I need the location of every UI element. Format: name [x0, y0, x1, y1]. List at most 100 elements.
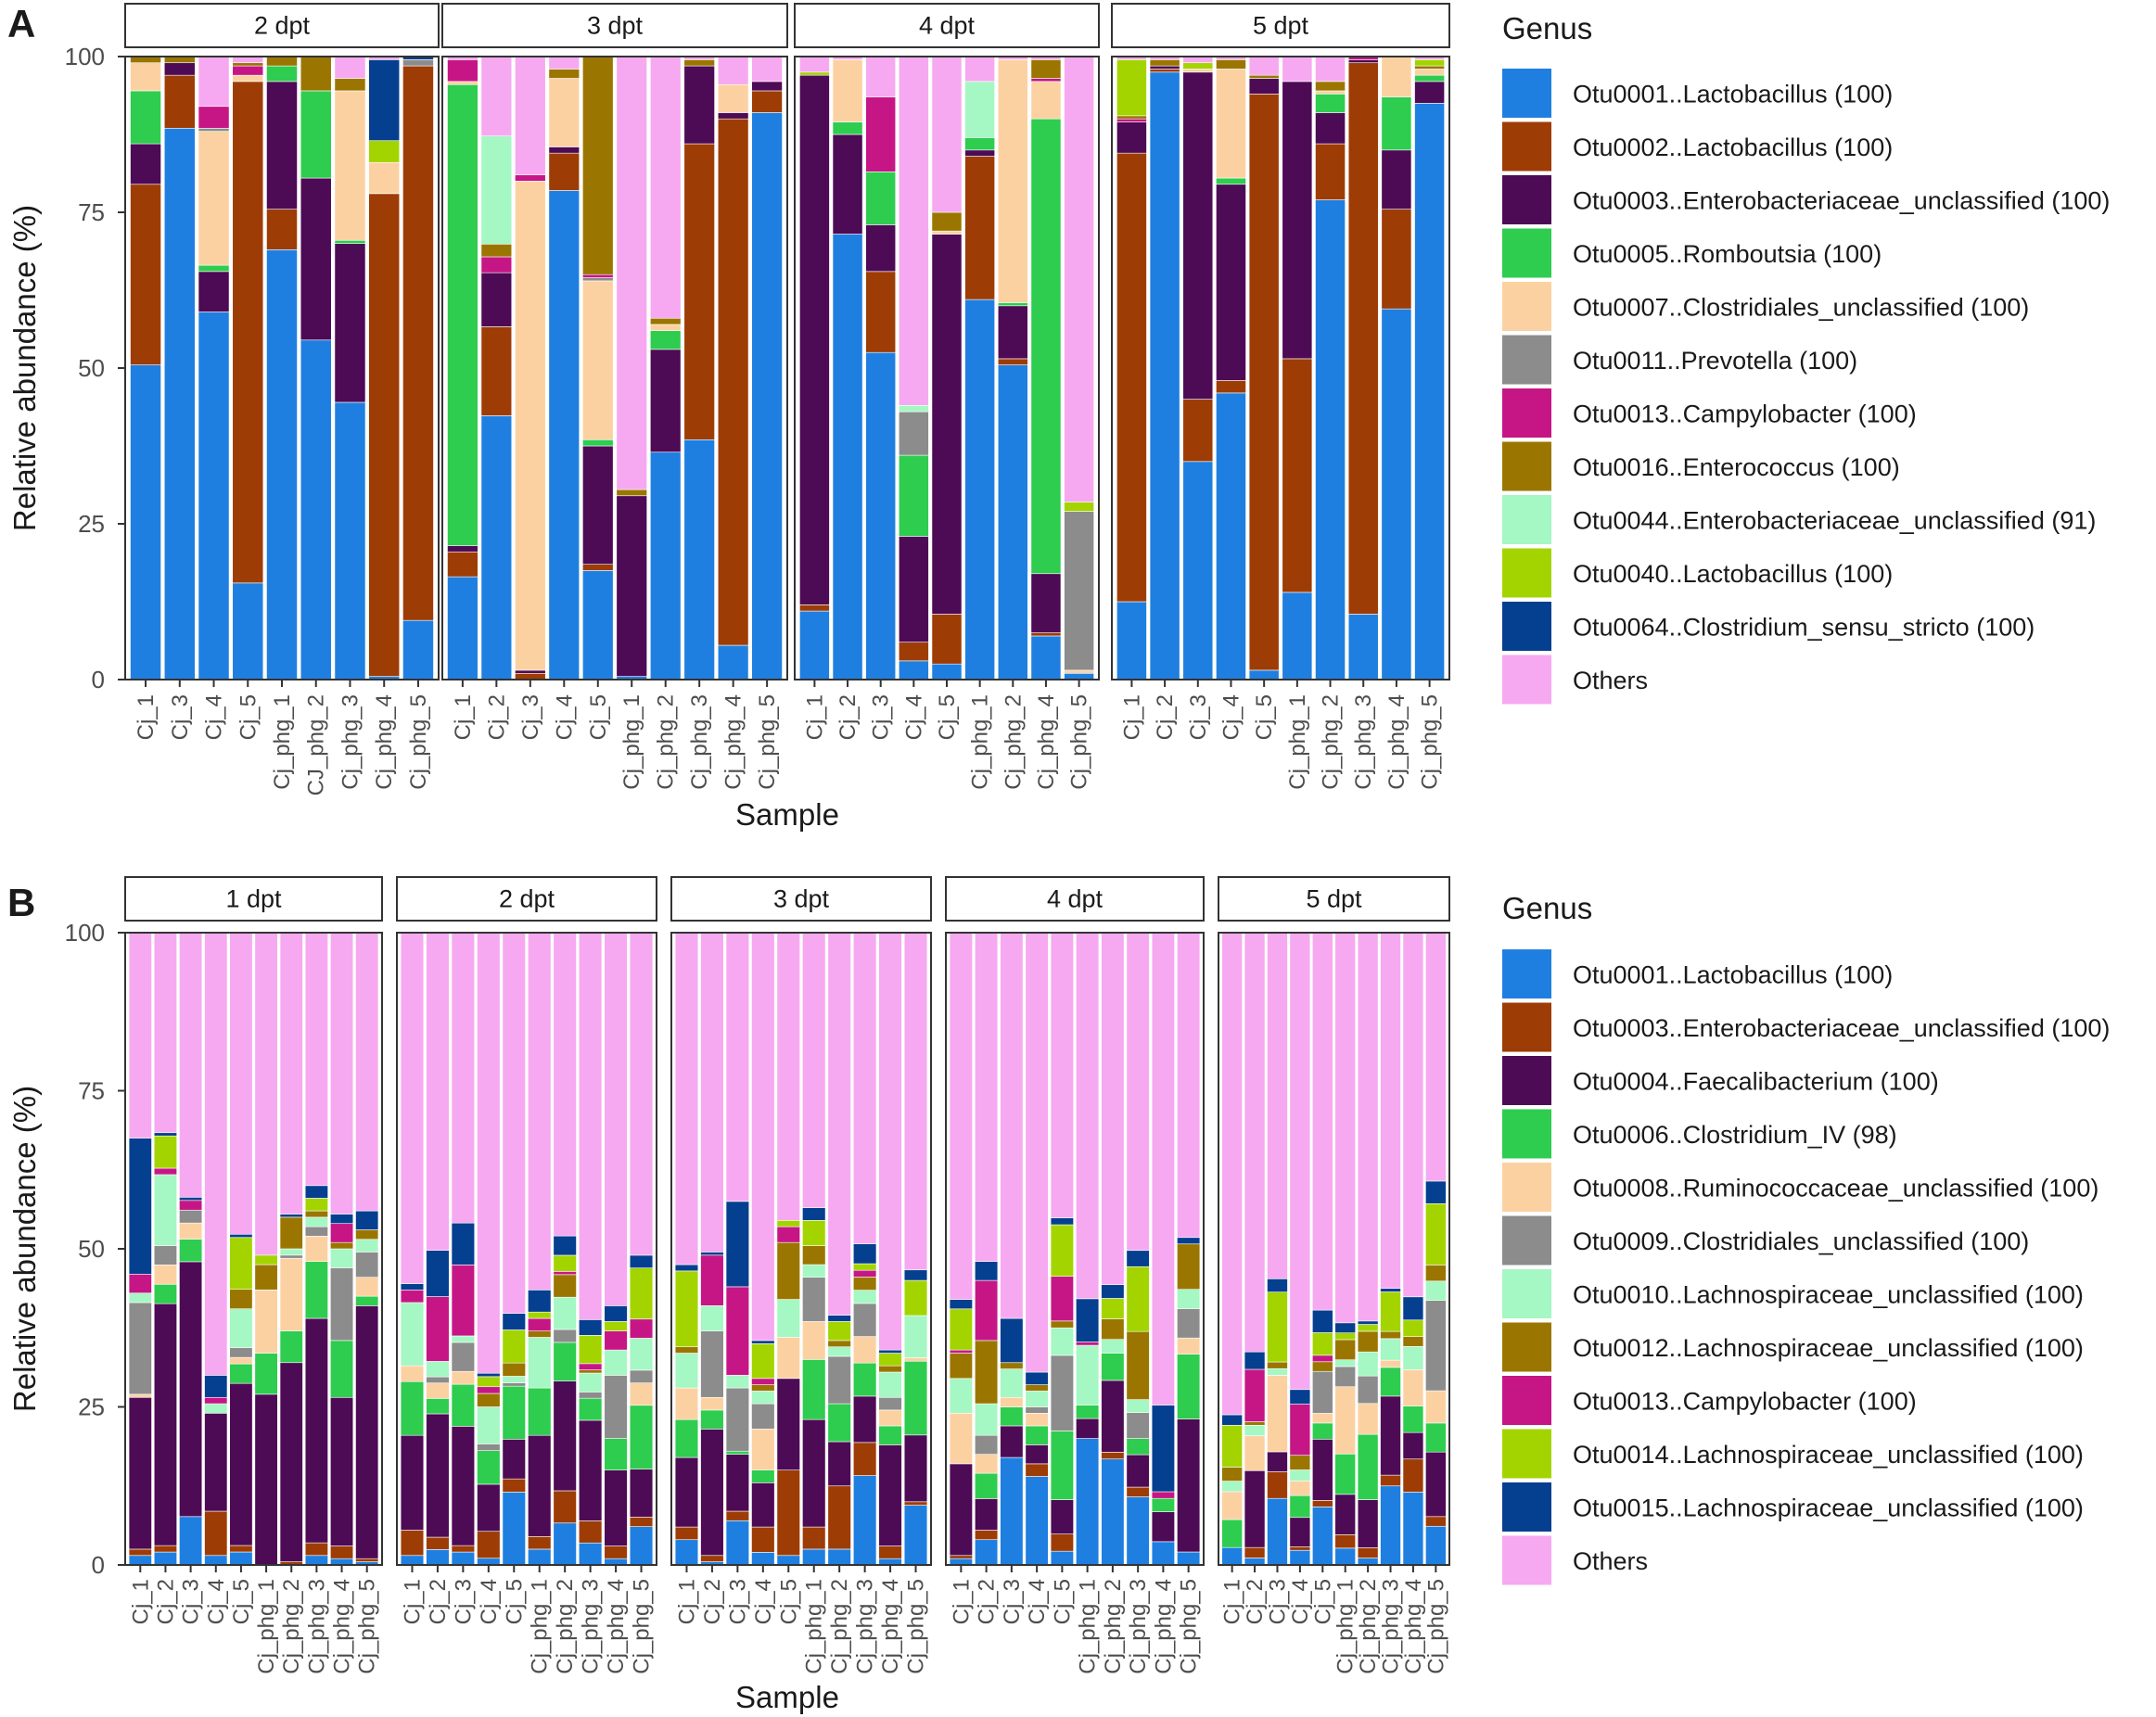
bar-segment — [1357, 1433, 1379, 1500]
bar-segment — [827, 1346, 851, 1357]
bar-segment — [1151, 1497, 1175, 1512]
bar-segment — [1116, 118, 1147, 122]
stacked-bar-Cj_1 — [400, 932, 425, 1566]
bar-segment — [827, 1441, 851, 1487]
stacked-bar-Cj_2 — [480, 56, 513, 680]
bar-segment — [1000, 1456, 1024, 1566]
bar-segment — [163, 127, 196, 680]
bar-segment — [515, 669, 546, 674]
bar-segment — [1101, 1458, 1125, 1566]
bar-segment — [751, 81, 783, 92]
bar-segment — [548, 152, 580, 191]
bar-segment — [1289, 1545, 1311, 1551]
bar-segment — [553, 1296, 577, 1330]
x-tick-label: Cj_1 — [949, 1579, 974, 1624]
legend-swatch — [1502, 1056, 1551, 1105]
bar-segment — [229, 1347, 253, 1358]
legend-item: Otu0011..Prevotella (100) — [1502, 335, 1857, 385]
bar-segment — [1126, 1496, 1150, 1566]
x-tick-label: Cj_phg_3 — [1351, 694, 1376, 790]
bar-segment — [1315, 56, 1346, 83]
stacked-bar-Cj_phg_5 — [751, 56, 783, 680]
bar-segment — [616, 489, 647, 497]
bar-segment — [179, 1200, 203, 1211]
bar-segment — [1244, 1546, 1266, 1558]
bar-segment — [179, 1222, 203, 1240]
bar-segment — [865, 351, 897, 680]
y-tick-label: 25 — [78, 1393, 105, 1421]
x-tick-label: Cj_3 — [869, 694, 894, 740]
bar-segment — [975, 1472, 999, 1499]
legend-swatch — [1502, 388, 1551, 438]
x-tick-label: Cj_1 — [802, 694, 827, 740]
bar-segment — [582, 277, 614, 282]
bar-segment — [300, 90, 332, 179]
bar-segment — [279, 1330, 303, 1364]
bar-segment — [751, 1482, 775, 1528]
bar-segment — [1244, 1435, 1266, 1471]
bar-segment — [447, 81, 478, 85]
bar-segment — [649, 330, 682, 350]
bar-segment — [1289, 1469, 1311, 1482]
stacked-bar-Cj_phg_3 — [683, 56, 715, 680]
bar-segment — [426, 1536, 450, 1550]
legend-title: Genus — [1502, 891, 1592, 925]
legend-swatch — [1502, 228, 1551, 278]
bar-segment — [153, 1545, 177, 1553]
bar-segment — [204, 1413, 228, 1512]
legend-swatch — [1502, 441, 1551, 491]
bar-segment — [1244, 1424, 1266, 1436]
stacked-bar-Cj_1 — [1116, 56, 1147, 680]
facet-border — [124, 932, 383, 1566]
bar-segment — [300, 339, 332, 680]
bar-segment — [330, 1214, 354, 1225]
x-tick-label: Cj_3 — [518, 694, 543, 740]
x-tick-label: Cj_phg_5 — [1067, 694, 1092, 790]
bar-segment — [1402, 1405, 1424, 1433]
bar-segment — [827, 932, 851, 1316]
bar-segment — [229, 1289, 253, 1310]
bar-segment — [1289, 1455, 1311, 1470]
bar-segment — [553, 1235, 577, 1256]
stacked-bar-CJ_phg_2 — [300, 56, 332, 680]
bar-segment — [1221, 1424, 1243, 1468]
bar-segment — [700, 1252, 724, 1256]
bar-segment — [254, 1353, 278, 1395]
x-tick-label: Cj_4 — [1218, 694, 1244, 740]
bar-segment — [1289, 1389, 1311, 1405]
bar-segment — [426, 1413, 450, 1538]
bar-segment — [400, 932, 425, 1284]
bar-segment — [865, 172, 897, 225]
legend-item: Otu0008..Ruminococcaceae_unclassified (1… — [1502, 1163, 2099, 1212]
bar-segment — [852, 1263, 877, 1271]
bar-segment — [649, 56, 682, 319]
bar-segment — [204, 932, 228, 1376]
bar-segment — [827, 1355, 851, 1405]
stacked-bar-Cj_phg_3 — [578, 932, 603, 1566]
bar-segment — [717, 83, 749, 113]
bar-segment — [279, 932, 303, 1215]
legend-swatch — [1502, 602, 1551, 651]
bar-segment — [1402, 932, 1424, 1298]
bar-segment — [198, 271, 230, 312]
legend-item: Otu0015..Lachnospiraceae_unclassified (1… — [1502, 1482, 2084, 1532]
legend-item: Otu0006..Clostridium_IV (98) — [1502, 1109, 1897, 1159]
legend-item: Otu0004..Faecalibacterium (100) — [1502, 1056, 1939, 1105]
bar-segment — [368, 193, 401, 677]
bar-segment — [1312, 1370, 1333, 1414]
bar-segment — [198, 56, 230, 108]
facet-strip-label: 2 dpt — [499, 885, 555, 913]
bar-segment — [1126, 1454, 1150, 1488]
bar-segment — [266, 65, 298, 83]
x-tick-label: Cj_phg_3 — [579, 1579, 604, 1674]
bar-segment — [1221, 1519, 1243, 1548]
bar-segment — [528, 932, 552, 1291]
x-tick-label: Cj_3 — [451, 1579, 476, 1624]
bar-segment — [1076, 1438, 1100, 1566]
legend-label: Otu0003..Enterobacteriaceae_unclassified… — [1573, 187, 2110, 215]
x-tick-label: Cj_phg_3 — [687, 694, 712, 790]
bar-segment — [1126, 1399, 1150, 1413]
bar-segment — [1267, 1471, 1288, 1499]
bar-segment — [802, 1418, 826, 1528]
bar-segment — [649, 317, 682, 325]
